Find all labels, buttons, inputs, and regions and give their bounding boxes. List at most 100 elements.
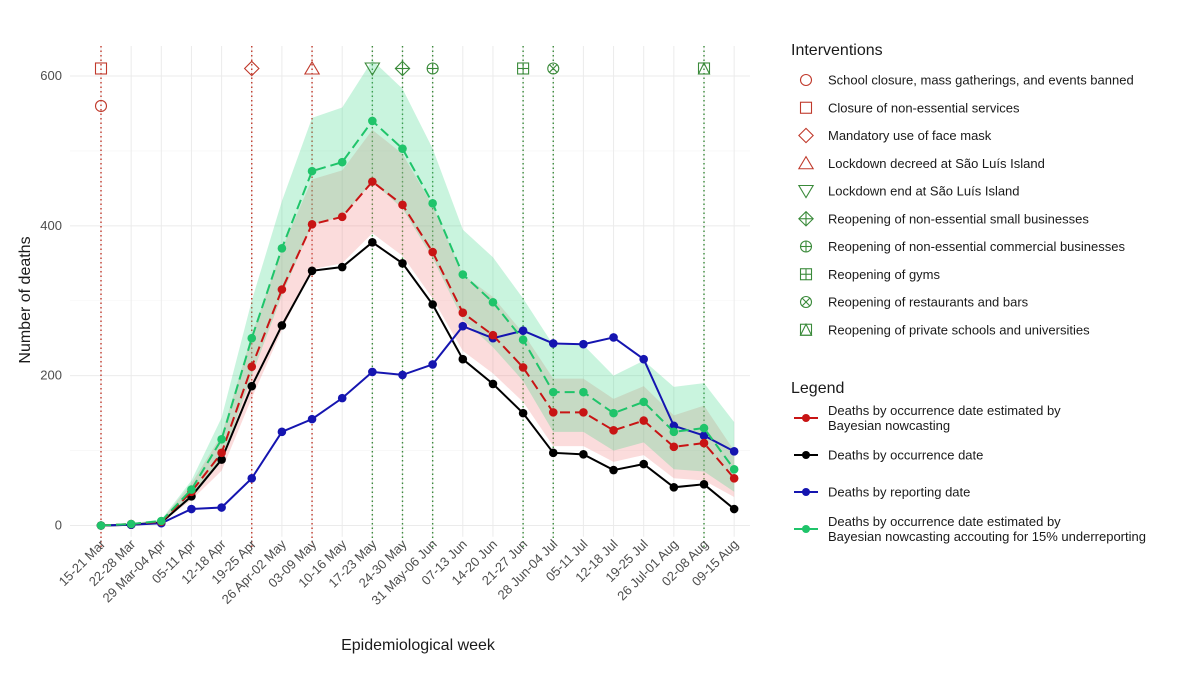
data-point bbox=[609, 408, 618, 418]
data-point bbox=[428, 300, 437, 309]
symbol-x bbox=[548, 64, 558, 73]
series-legend-label: Deaths by occurrence date estimated by bbox=[828, 403, 1061, 418]
data-point bbox=[428, 199, 437, 208]
interventions-title: Interventions bbox=[791, 42, 883, 59]
data-point bbox=[247, 362, 257, 371]
data-point bbox=[488, 297, 498, 307]
intervention-legend-label: Mandatory use of face mask bbox=[828, 128, 992, 143]
intervention-legend-label: Closure of non-essential services bbox=[828, 100, 1020, 115]
y-tick-label: 600 bbox=[40, 68, 62, 83]
interventions-legend: School closure, mass gatherings, and eve… bbox=[797, 73, 1134, 337]
intervention-legend-label: Reopening of non-essential commercial bu… bbox=[828, 239, 1125, 254]
legend-symbol-diamond-icon bbox=[798, 127, 814, 144]
series-lines bbox=[96, 116, 739, 530]
symbol-square bbox=[799, 323, 813, 336]
data-point bbox=[398, 370, 407, 380]
data-point bbox=[579, 450, 588, 459]
data-point bbox=[518, 326, 528, 336]
data-point bbox=[217, 435, 226, 444]
data-point bbox=[398, 258, 407, 268]
series-line bbox=[100, 180, 735, 527]
data-point bbox=[428, 247, 437, 257]
series-legend-label: Deaths by reporting date bbox=[828, 485, 970, 500]
data-point bbox=[609, 426, 618, 435]
intervention-marker-square-triangle bbox=[697, 61, 711, 75]
symbol-square bbox=[94, 62, 108, 75]
data-point bbox=[548, 448, 558, 458]
symbol-circle bbox=[799, 73, 813, 87]
symbol-circle bbox=[547, 62, 560, 75]
series-legend-label: Deaths by occurrence date estimated by bbox=[828, 514, 1061, 529]
symbol-circle bbox=[94, 99, 108, 112]
data-point bbox=[96, 521, 106, 530]
intervention-marker-triangle-down bbox=[364, 62, 381, 77]
data-point bbox=[729, 465, 739, 474]
data-point bbox=[669, 482, 679, 492]
series-line bbox=[100, 119, 735, 527]
legend-symbol-triangle-up-icon bbox=[797, 155, 815, 170]
data-point bbox=[639, 397, 648, 407]
legend-point-key bbox=[802, 488, 810, 496]
y-tick-label: 0 bbox=[55, 518, 62, 533]
data-point bbox=[699, 431, 709, 440]
y-tick-labels: 0 200 400 600 bbox=[40, 68, 62, 533]
data-point bbox=[669, 421, 679, 431]
data-point bbox=[548, 387, 558, 397]
y-axis-title: Number of deaths bbox=[17, 236, 34, 363]
data-point bbox=[458, 321, 468, 331]
data-point bbox=[458, 354, 468, 364]
data-point bbox=[277, 243, 287, 253]
series-legend: Deaths by occurrence date estimated byBa… bbox=[794, 403, 1146, 544]
data-point bbox=[217, 503, 226, 512]
intervention-marker-diamond-plus bbox=[394, 60, 411, 77]
data-point bbox=[518, 335, 528, 344]
data-point bbox=[247, 333, 257, 343]
legend-symbol-diamond-plus-icon bbox=[798, 210, 814, 227]
series-legend-label: Bayesian nowcasting accouting for 15% un… bbox=[828, 529, 1146, 544]
data-point bbox=[307, 166, 317, 176]
data-point bbox=[428, 360, 437, 369]
data-point bbox=[488, 379, 498, 389]
data-point bbox=[398, 200, 407, 210]
data-point bbox=[458, 270, 468, 279]
data-point bbox=[579, 387, 588, 397]
intervention-marker-triangle-up bbox=[303, 60, 321, 75]
symbol-circle bbox=[799, 295, 813, 309]
intervention-marker-circle-plus bbox=[426, 62, 439, 75]
symbol-triangle bbox=[797, 155, 815, 170]
symbol-square bbox=[799, 101, 813, 114]
data-point bbox=[187, 485, 196, 494]
intervention-marker-circle bbox=[94, 99, 108, 112]
data-point bbox=[609, 333, 618, 342]
intervention-legend-label: Reopening of gyms bbox=[828, 267, 941, 282]
data-point bbox=[548, 339, 558, 348]
intervention-marker-circle-x bbox=[547, 62, 560, 75]
data-point bbox=[277, 321, 287, 330]
data-point bbox=[277, 285, 287, 294]
data-point bbox=[217, 448, 226, 458]
symbol-triangle bbox=[364, 62, 381, 77]
legend-symbol-square-icon bbox=[799, 101, 813, 114]
data-point bbox=[277, 427, 287, 437]
series-legend-label: Deaths by occurrence date bbox=[828, 448, 983, 463]
data-point bbox=[699, 438, 709, 448]
legend-symbol-circle-icon bbox=[799, 73, 813, 87]
series-line bbox=[100, 241, 735, 527]
symbol-diamond bbox=[798, 127, 814, 144]
symbol-x bbox=[801, 297, 811, 307]
symbol-triangle bbox=[797, 184, 815, 199]
data-point bbox=[247, 381, 257, 391]
data-point bbox=[368, 177, 377, 186]
legend-point-key bbox=[802, 451, 810, 459]
intervention-marker-square-plus bbox=[517, 62, 530, 75]
data-point bbox=[337, 157, 347, 167]
data-point bbox=[699, 423, 709, 433]
data-point bbox=[639, 459, 648, 469]
intervention-legend-label: Reopening of private schools and univers… bbox=[828, 322, 1090, 337]
x-axis-title: Epidemiological week bbox=[341, 637, 496, 654]
data-point bbox=[337, 393, 347, 403]
legend-symbol-circle-x-icon bbox=[799, 295, 813, 309]
data-point bbox=[307, 220, 317, 229]
data-point bbox=[729, 474, 739, 483]
